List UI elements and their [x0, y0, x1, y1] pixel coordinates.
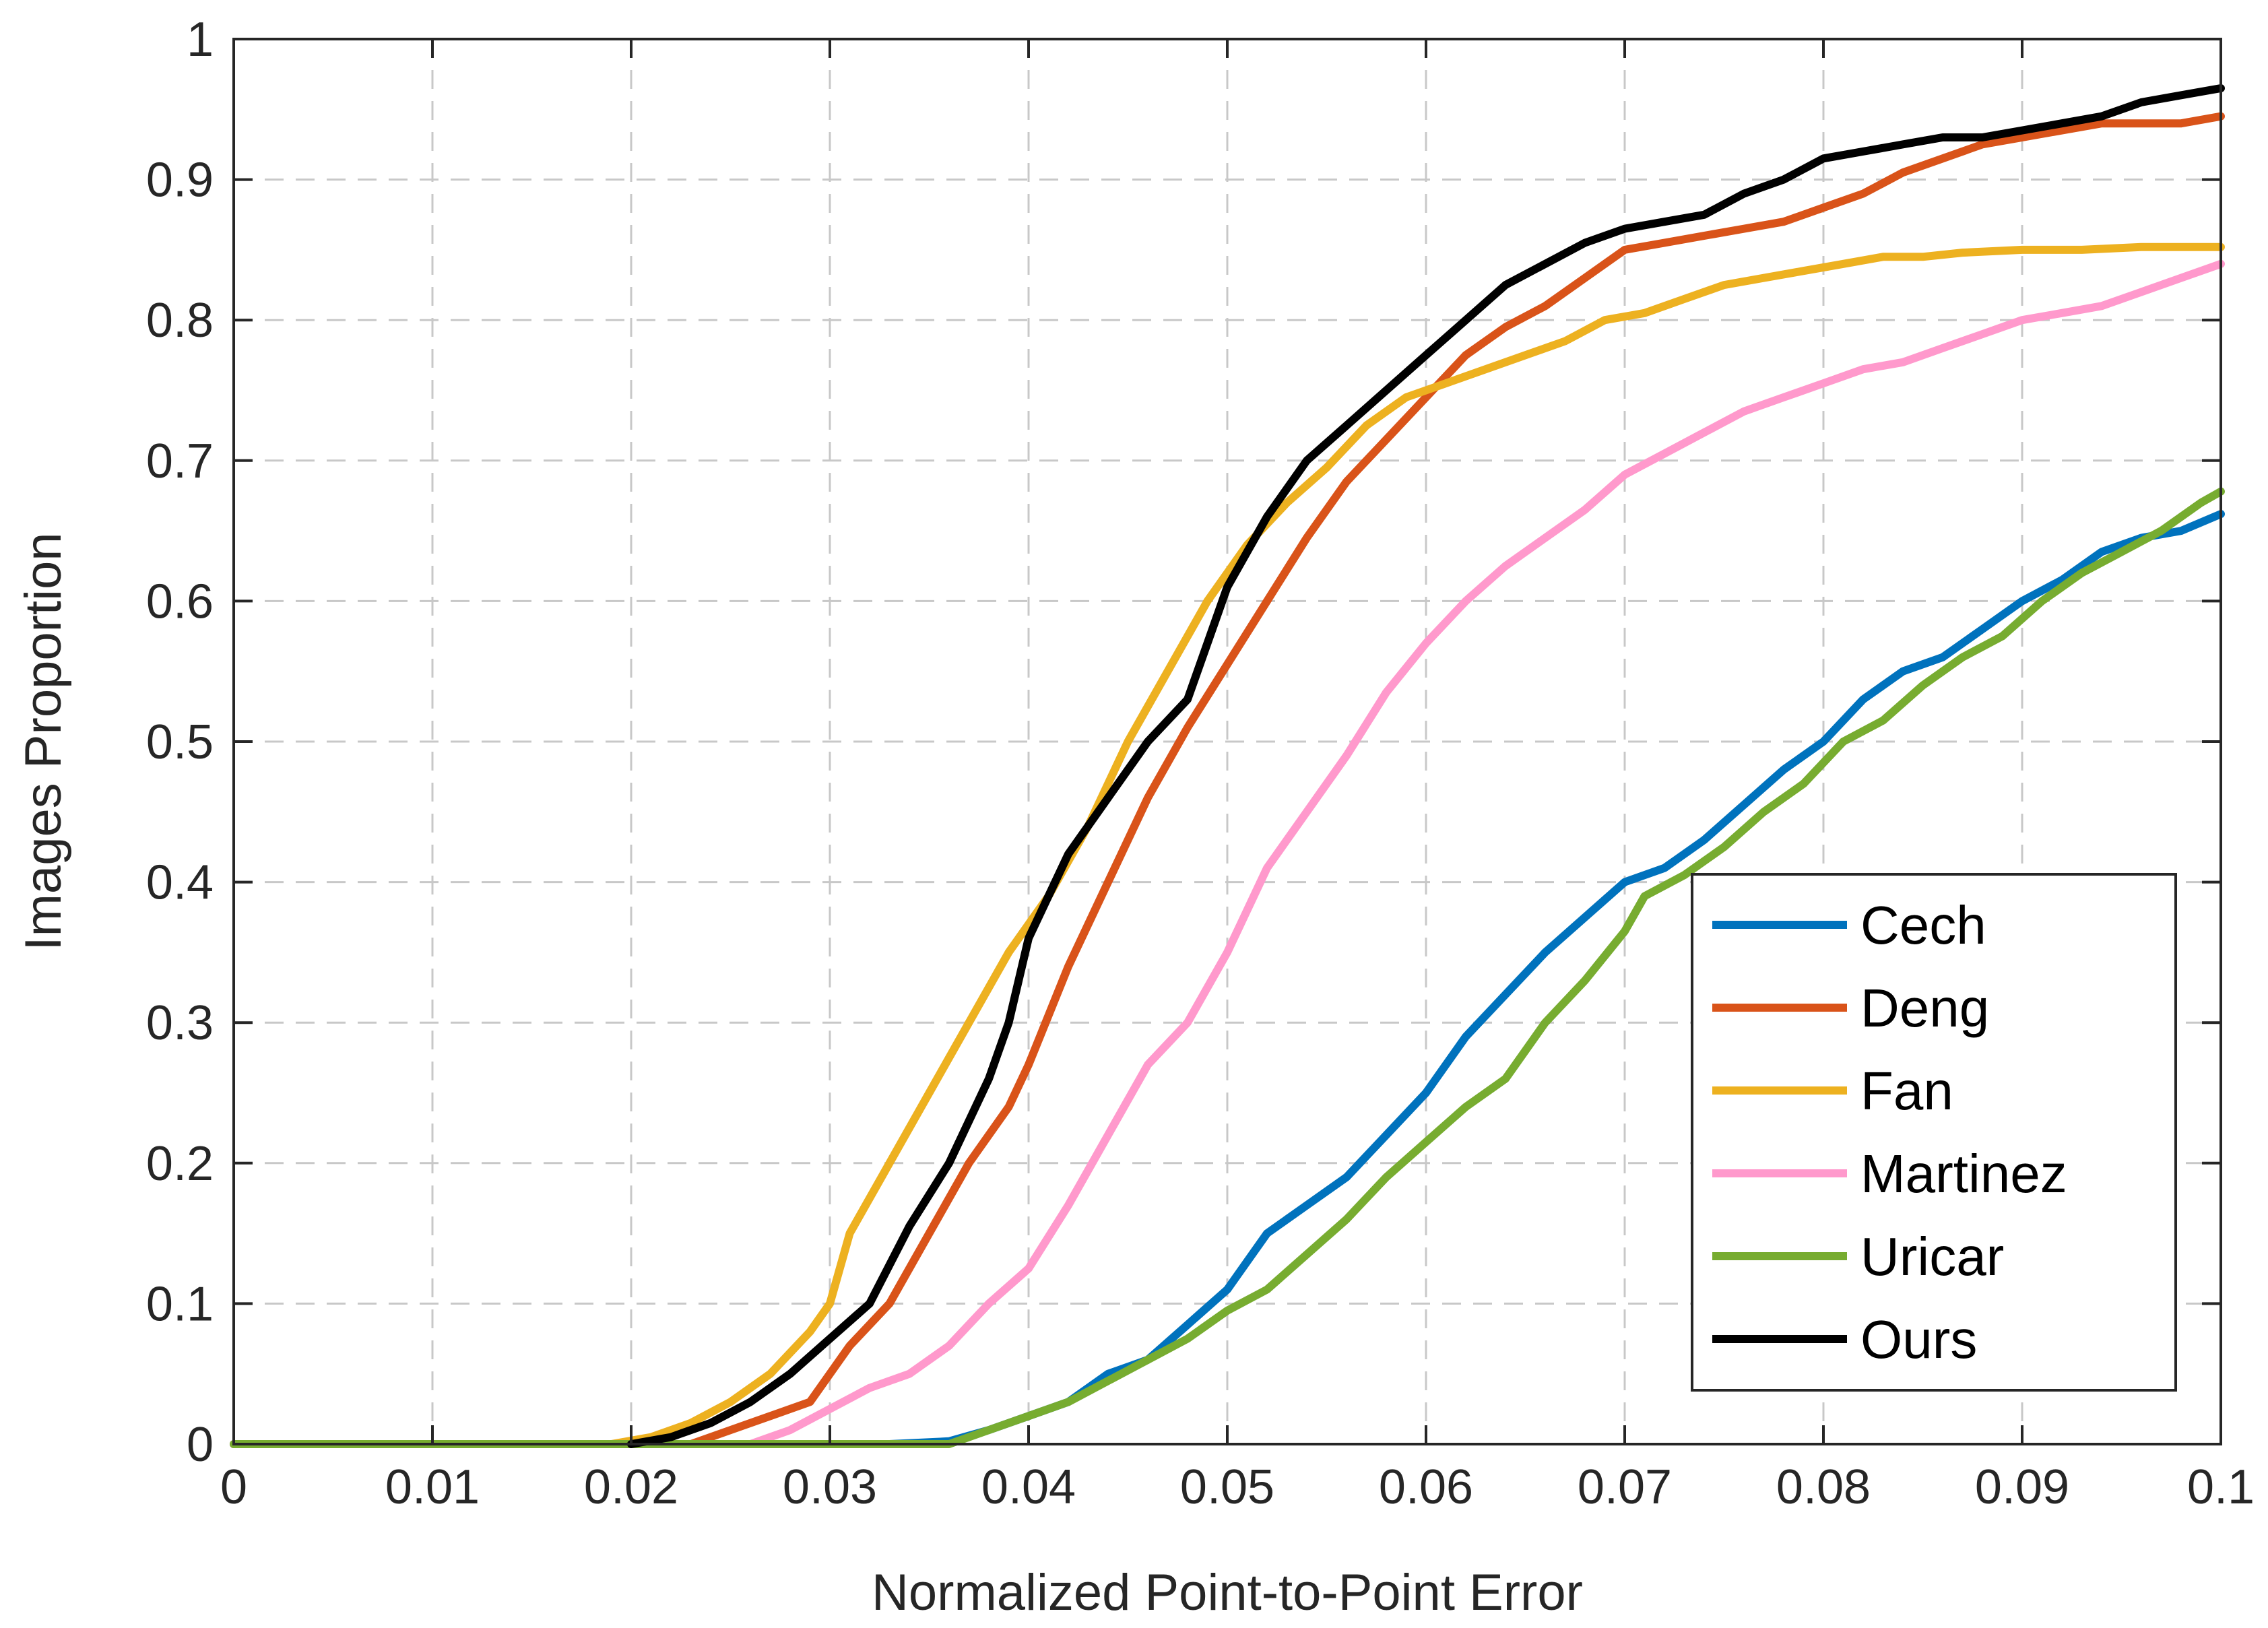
x-tick-label: 0.1 — [2187, 1460, 2255, 1514]
y-tick-labels: 0 0.1 0.2 0.3 0.4 0.5 0.6 0.7 0.8 0.9 1 — [146, 13, 214, 1472]
x-axis-title: Normalized Point-to-Point Error — [872, 1564, 1583, 1621]
series-line-cech — [230, 510, 2225, 1448]
series-line-uricar — [230, 487, 2225, 1448]
series-line-ours — [627, 84, 2225, 1448]
y-tick-label: 0 — [187, 1418, 214, 1472]
y-tick-label: 0.1 — [146, 1277, 214, 1331]
x-tick-label: 0.02 — [584, 1460, 678, 1514]
y-axis-title: Images Proportion — [15, 533, 72, 951]
y-tick-label: 0.7 — [146, 434, 214, 488]
tick-marks — [232, 38, 2222, 1445]
series-line-fan — [230, 242, 2225, 1448]
series-line-martinez — [230, 259, 2225, 1448]
legend-box — [1691, 873, 2177, 1392]
y-tick-label: 0.6 — [146, 575, 214, 628]
y-tick-label: 0.4 — [146, 856, 214, 910]
y-tick-label: 0.9 — [146, 154, 214, 207]
legend-label-uricar: Uricar — [1860, 1227, 2004, 1287]
x-tick-labels: 0 0.01 0.02 0.03 0.04 0.05 0.06 0.07 0.08 0.09 0.1 — [220, 1460, 2255, 1514]
y-tick-label: 0.5 — [146, 715, 214, 769]
legend-label-deng: Deng — [1860, 978, 1989, 1038]
y-tick-label: 0.2 — [146, 1137, 214, 1191]
x-tick-label: 0 — [220, 1460, 247, 1514]
x-tick-label: 0.07 — [1578, 1460, 1672, 1514]
x-tick-label: 0.09 — [1975, 1460, 2069, 1514]
y-tick-label: 1 — [187, 13, 214, 67]
x-tick-label: 0.04 — [981, 1460, 1076, 1514]
series-line-deng — [230, 112, 2225, 1448]
x-tick-label: 0.06 — [1379, 1460, 1473, 1514]
x-tick-label: 0.08 — [1776, 1460, 1871, 1514]
y-tick-label: 0.3 — [146, 996, 214, 1050]
x-tick-label: 0.05 — [1180, 1460, 1274, 1514]
y-tick-label: 0.8 — [146, 294, 214, 348]
legend-label-cech: Cech — [1860, 895, 1986, 955]
legend-label-martinez: Martinez — [1860, 1144, 2067, 1204]
legend: Cech Deng Fan Martinez Uricar Ours — [1691, 873, 2177, 1392]
legend-label-fan: Fan — [1860, 1061, 1953, 1121]
series-lines — [230, 84, 2225, 1448]
x-tick-label: 0.03 — [783, 1460, 877, 1514]
legend-label-ours: Ours — [1860, 1309, 1977, 1369]
x-tick-label: 0.01 — [385, 1460, 480, 1514]
